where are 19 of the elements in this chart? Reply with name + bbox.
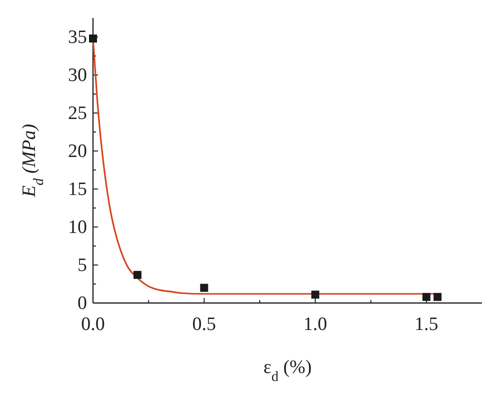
x-tick-label: 0.5	[192, 314, 216, 335]
y-tick-label: 15	[68, 179, 87, 200]
x-tick-label: 1.5	[414, 314, 438, 335]
y-tick-label: 30	[68, 65, 87, 86]
y-tick-label: 5	[78, 255, 87, 276]
y-tick-label: 0	[78, 293, 87, 314]
y-tick-label: 35	[68, 27, 87, 48]
point	[133, 270, 142, 279]
point	[89, 34, 97, 43]
point	[200, 284, 208, 292]
x-axis-title: ε$_{d}$ (%)	[263, 357, 312, 385]
y-tick-label: 25	[68, 103, 87, 124]
point	[422, 292, 430, 301]
y-tick-label: 20	[68, 141, 87, 162]
x-tick-label: 0.0	[81, 314, 105, 335]
point	[434, 292, 442, 301]
x-tick-label: 1.0	[303, 314, 328, 335]
y-tick-label: 10	[68, 217, 87, 238]
point	[311, 290, 320, 299]
